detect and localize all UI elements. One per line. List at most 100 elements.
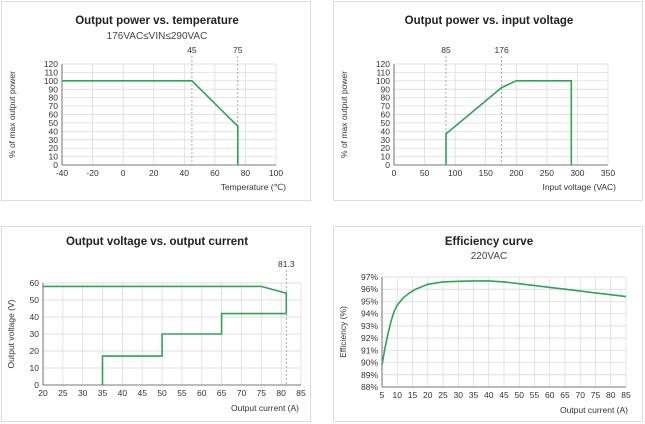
- reference-line-label: 45: [187, 45, 197, 55]
- x-tick-label: 55: [530, 390, 540, 400]
- y-tick-label: 70: [381, 101, 391, 111]
- chart-panel-efficiency-curve: Efficiency curve 220VAC 5 10 15 20 25 30 35 40 45 5…: [333, 226, 643, 422]
- x-tick-label: 75: [257, 388, 267, 398]
- x-tick-label: 85: [621, 390, 631, 400]
- x-tick-label: 35: [98, 388, 108, 398]
- x-tick-label: 65: [560, 390, 570, 400]
- y-tick-label: 92%: [361, 333, 378, 343]
- x-tick-label: 50: [157, 388, 167, 398]
- x-tick-label: 0: [121, 168, 126, 178]
- y-tick-label: 120: [376, 59, 390, 69]
- y-tick-label: 40: [49, 126, 59, 136]
- y-axis-label: Output voltage (V): [6, 299, 16, 368]
- x-tick-label: 80: [241, 168, 251, 178]
- y-tick-label: 30: [49, 135, 59, 145]
- x-tick-label: 60: [210, 168, 220, 178]
- y-tick-label: 10: [30, 363, 40, 373]
- y-tick-label: 10: [49, 152, 59, 162]
- y-tick-label: 100: [44, 76, 58, 86]
- y-tick-label: 90: [381, 84, 391, 94]
- y-tick-label: 90: [49, 84, 59, 94]
- x-axis-label: Temperature (℃): [221, 182, 286, 192]
- x-tick-label: 100: [269, 168, 283, 178]
- x-tick-label: 0: [392, 168, 397, 178]
- y-tick-label: 94%: [361, 309, 378, 319]
- reference-line-label: 176: [495, 45, 509, 55]
- reference-line-label: 81.3: [278, 259, 295, 269]
- x-tick-label: 85: [296, 388, 306, 398]
- y-tick-label: 20: [30, 346, 40, 356]
- chart-subtitle: 220VAC: [471, 251, 508, 262]
- y-tick-label: 20: [49, 143, 59, 153]
- series-line-temperature: [62, 80, 239, 165]
- x-tick-label: 35: [469, 390, 479, 400]
- y-tick-label: 80: [49, 93, 59, 103]
- y-tick-label: 89%: [361, 370, 378, 380]
- x-tick-label: -40: [56, 168, 69, 178]
- chart-title: Output voltage vs. output current: [66, 236, 248, 248]
- y-tick-label: 40: [30, 312, 40, 322]
- x-tick-label: 20: [149, 168, 159, 178]
- x-tick-label: 25: [58, 388, 68, 398]
- chart-output-power-vs-input-voltage: Output power vs. input voltage 0 50 100 150 2…: [339, 15, 616, 192]
- y-tick-label: 100: [376, 76, 390, 86]
- chart-output-power-vs-temperature: Output power vs. temperature 176VAC≤VIN≤2…: [7, 15, 286, 192]
- y-tick-label: 0: [53, 160, 58, 170]
- x-tick-label: 100: [448, 168, 462, 178]
- y-tick-label: 88%: [361, 382, 378, 392]
- y-axis-label: Efficiency (%): [338, 306, 348, 358]
- y-axis-label: % of max output power: [7, 71, 17, 158]
- x-tick-label: 65: [217, 388, 227, 398]
- y-tick-label: 97%: [361, 272, 378, 282]
- y-tick-label: 50: [49, 118, 59, 128]
- chart-title: Output power vs. input voltage: [405, 15, 574, 27]
- y-tick-label: 110: [44, 67, 58, 77]
- y-tick-label: 91%: [361, 345, 378, 355]
- series-line-efficiency: [381, 280, 627, 366]
- chart-output-voltage-vs-output-current: Output voltage vs. output current 20 25 30 3…: [6, 236, 306, 413]
- chart-efficiency-curve: Efficiency curve 220VAC 5 10 15 20 25 30 35 40 45 5…: [338, 236, 631, 415]
- y-tick-label: 80: [381, 93, 391, 103]
- y-tick-label: 30: [30, 329, 40, 339]
- x-tick-label: 70: [237, 388, 247, 398]
- reference-line-label: 85: [441, 45, 451, 55]
- x-tick-label: 80: [606, 390, 616, 400]
- y-tick-label: 0: [34, 380, 39, 390]
- series-line-input-voltage: [445, 80, 573, 165]
- chart-panel-output-power-vs-temperature: Output power vs. temperature 176VAC≤VIN≤2…: [1, 1, 311, 201]
- x-tick-label: 50: [420, 168, 430, 178]
- x-axis-label: Output current (A): [560, 405, 628, 415]
- x-tick-label: 50: [515, 390, 525, 400]
- y-tick-label: 93%: [361, 321, 378, 331]
- reference-line-label: 75: [233, 45, 243, 55]
- y-tick-label: 90%: [361, 358, 378, 368]
- y-tick-label: 70: [49, 101, 59, 111]
- y-tick-label: 60: [49, 110, 59, 120]
- y-tick-label: 30: [381, 135, 391, 145]
- x-tick-label: 80: [276, 388, 286, 398]
- x-tick-label: 45: [137, 388, 147, 398]
- series-line-output-current-1: [43, 285, 288, 314]
- x-tick-label: 60: [545, 390, 555, 400]
- y-tick-label: 10: [381, 152, 391, 162]
- x-tick-label: 10: [393, 390, 403, 400]
- chart-subtitle: 176VAC≤VIN≤290VAC: [107, 31, 208, 42]
- x-tick-label: 55: [177, 388, 187, 398]
- chart-panel-output-power-vs-input-voltage: Output power vs. input voltage 0 50 100 150 2…: [333, 1, 643, 201]
- x-tick-label: 70: [576, 390, 586, 400]
- x-tick-label: 45: [499, 390, 509, 400]
- x-tick-label: 40: [180, 168, 190, 178]
- x-tick-label: 40: [118, 388, 128, 398]
- x-tick-label: 75: [591, 390, 601, 400]
- y-tick-label: 120: [44, 59, 58, 69]
- x-tick-label: 20: [423, 390, 433, 400]
- x-tick-label: 30: [78, 388, 88, 398]
- x-tick-label: 300: [570, 168, 584, 178]
- chart-panel-output-voltage-vs-output-current: Output voltage vs. output current 20 25 30 3…: [1, 226, 311, 422]
- x-tick-label: 200: [509, 168, 523, 178]
- y-tick-label: 20: [381, 143, 391, 153]
- chart-title: Efficiency curve: [445, 236, 533, 248]
- x-tick-label: 350: [601, 168, 615, 178]
- y-tick-label: 50: [30, 295, 40, 305]
- y-tick-label: 0: [385, 160, 390, 170]
